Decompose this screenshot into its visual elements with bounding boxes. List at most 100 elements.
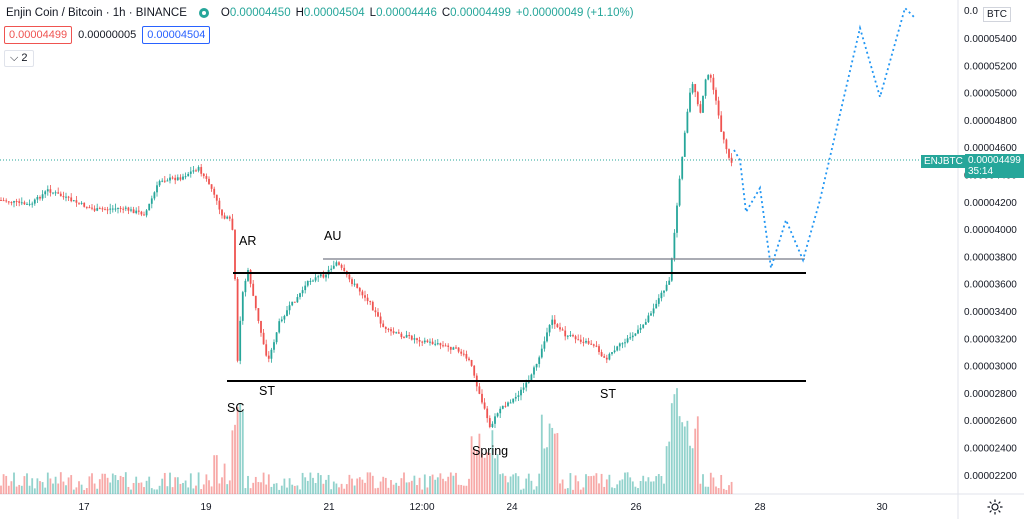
volume-bar	[351, 478, 353, 494]
volume-bar	[486, 452, 489, 494]
projection-path[interactable]	[733, 6, 916, 269]
candle-body	[59, 193, 62, 197]
volume-bar	[332, 481, 335, 494]
volume-bar	[637, 488, 639, 494]
price-tick-label: 0.00003200	[964, 334, 1017, 345]
volume-bar	[629, 477, 632, 494]
candle-body	[514, 396, 517, 399]
volume-bar	[725, 489, 728, 494]
volume-bar	[13, 472, 15, 494]
candle-body	[26, 203, 28, 205]
candle-body	[364, 295, 366, 298]
candle-body	[132, 209, 135, 214]
candle-body	[540, 348, 543, 358]
candle-body	[202, 173, 205, 177]
time-axis[interactable]: 17 19 21 12:00 24 26 28 30	[78, 502, 888, 513]
volume-bar	[559, 483, 561, 494]
price-tick-label: 0.00003600	[964, 280, 1017, 291]
candle-body	[343, 267, 346, 271]
volume-bar	[460, 484, 463, 494]
indicators-toggle-button[interactable]: ⌵ 2	[4, 50, 34, 67]
volume-bar	[639, 481, 642, 494]
candle-body	[491, 423, 494, 428]
volume-bar	[41, 482, 44, 494]
volume-bar	[644, 481, 647, 494]
volume-bar	[130, 489, 132, 494]
candle-body	[387, 328, 390, 330]
volume-bar	[358, 477, 361, 494]
volume-bar	[517, 476, 520, 494]
volume-bar	[247, 475, 249, 494]
candle-body	[728, 149, 730, 158]
price-axis[interactable]: 0.00005400 0.00005200 0.00005000 0.00004800…	[964, 34, 1017, 482]
candle-body	[106, 209, 109, 211]
volume-bar	[668, 441, 671, 494]
volume-bar	[634, 486, 637, 494]
gear-icon[interactable]	[986, 498, 1004, 516]
volume-bar	[293, 485, 296, 494]
candle-body	[634, 333, 637, 336]
sell-price-button[interactable]: 0.00004499	[4, 26, 73, 44]
candle-body	[668, 280, 671, 285]
volume-bar	[691, 448, 694, 494]
candle-body	[28, 203, 31, 205]
currency-tag[interactable]: BTC	[983, 7, 1011, 22]
volume-bar	[663, 483, 665, 494]
candle-body	[171, 177, 174, 179]
volume-bar	[236, 406, 239, 494]
price-tick-label: 0.00004600	[964, 143, 1017, 154]
candle-body	[325, 274, 327, 278]
candle-body	[499, 408, 502, 414]
volume-bar	[54, 476, 57, 494]
time-tick-label: 26	[630, 502, 642, 513]
candle-body	[351, 279, 353, 285]
volume-bar	[608, 474, 611, 494]
volume-bar	[457, 484, 460, 494]
volume-bar	[421, 489, 424, 494]
volume-bar	[561, 479, 564, 494]
candle-body	[678, 178, 681, 206]
low-key: L	[369, 7, 377, 19]
volume-bar	[158, 485, 161, 494]
candle-body	[262, 332, 265, 345]
symbol-title[interactable]: Enjin Coin / Bitcoin · 1h · BINANCE	[6, 7, 187, 19]
volume-bar	[647, 477, 650, 494]
candle-body	[236, 279, 239, 361]
candle-body	[429, 341, 431, 343]
candle-body	[655, 303, 658, 309]
candle-body	[579, 339, 582, 342]
eye-icon[interactable]	[198, 8, 209, 18]
volume-bar	[192, 488, 195, 494]
volume-bar	[590, 476, 593, 494]
time-tick-label: 21	[323, 502, 335, 513]
candle-body	[595, 345, 598, 347]
volume-bar	[478, 433, 481, 494]
volume-bar	[600, 473, 603, 494]
volume-bar	[78, 481, 80, 494]
volume-bar	[556, 433, 559, 494]
volume-bar	[44, 487, 47, 494]
volume-bar	[390, 480, 392, 494]
candle-body	[291, 301, 294, 306]
volume-bar	[104, 473, 106, 494]
candle-body	[683, 132, 686, 157]
spread-value: 0.00000005	[78, 29, 137, 41]
close-key: C	[441, 7, 451, 19]
buy-price-button[interactable]: 0.00004504	[142, 26, 211, 44]
volume-bar	[624, 472, 626, 494]
candle-body	[660, 292, 663, 299]
high-value: 0.00004504	[303, 7, 365, 19]
volume-bar	[288, 478, 291, 494]
price-tick-label: 0.00002400	[964, 444, 1017, 455]
candle-body	[431, 341, 434, 345]
candle-body	[447, 345, 450, 347]
candle-body	[572, 335, 574, 337]
volume-bar	[140, 482, 143, 494]
volume-bar	[377, 487, 379, 494]
candle-body	[72, 200, 75, 202]
volume-bar	[715, 486, 717, 494]
volume-bar	[80, 484, 83, 494]
candle-body	[221, 209, 223, 216]
